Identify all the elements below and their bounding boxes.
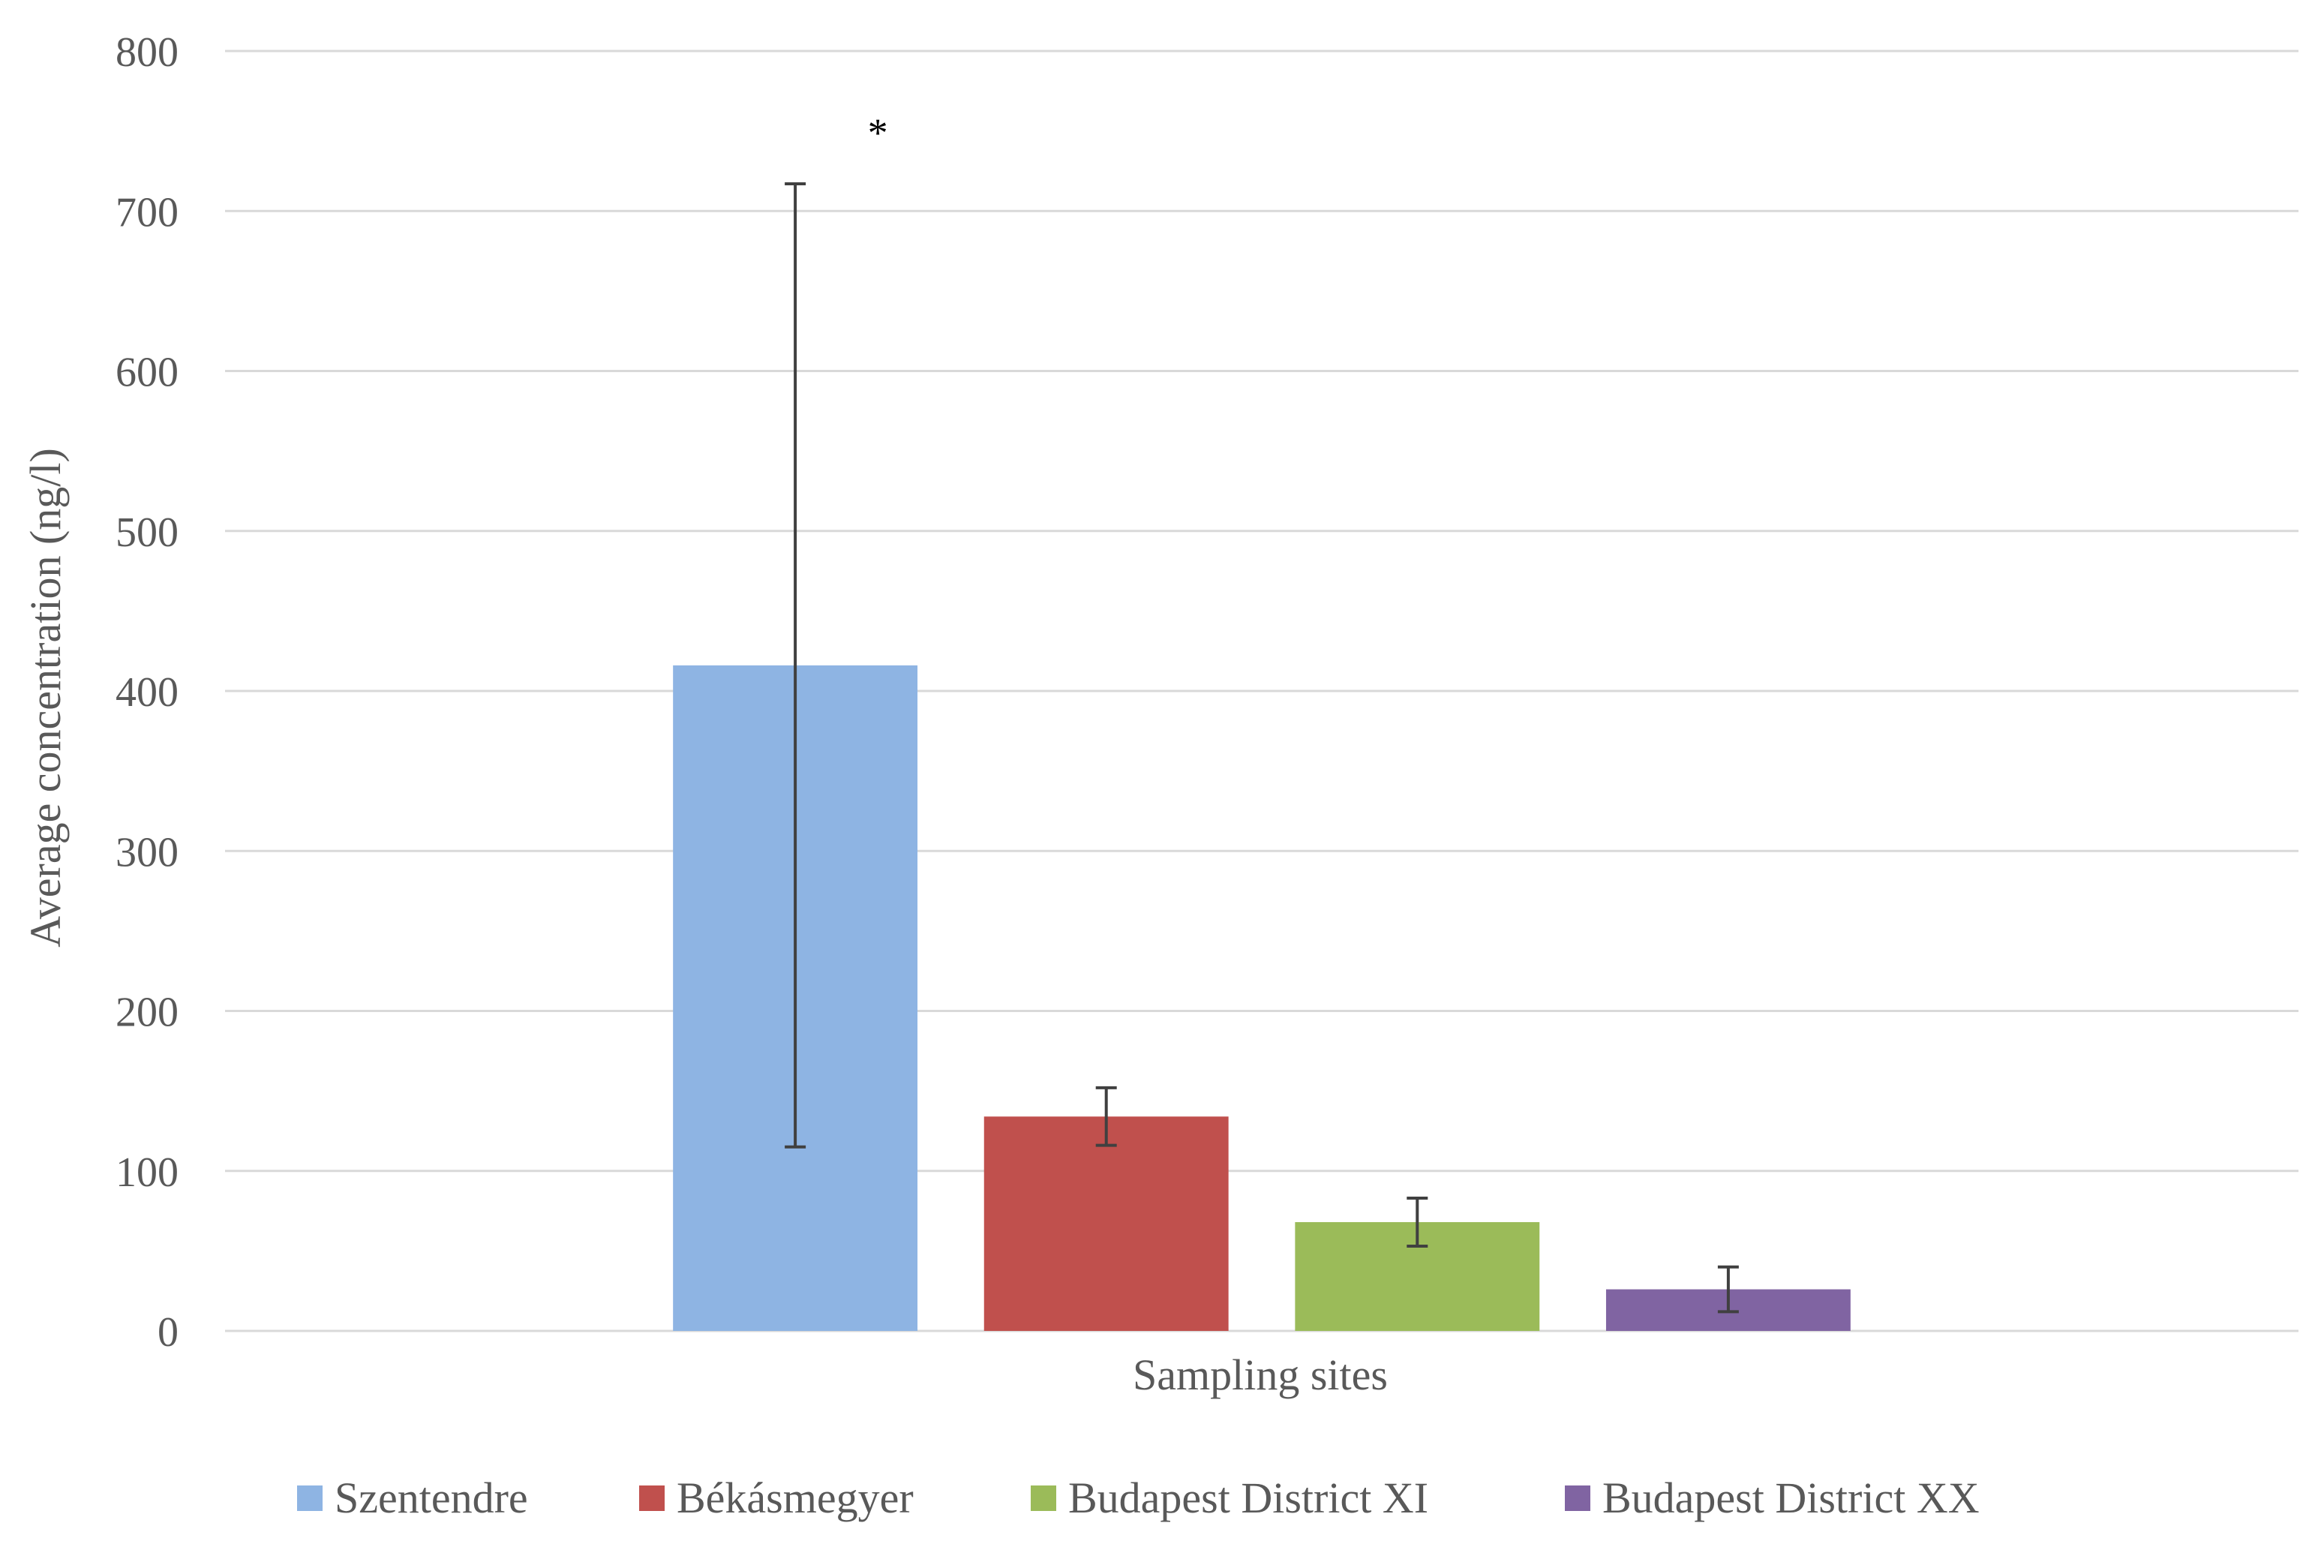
legend: Szentendre Békásmegyer Budapest District X… (297, 1473, 1980, 1522)
y-tick-label: 0 (158, 1309, 179, 1356)
y-tick-label: 500 (116, 509, 179, 556)
y-tick-label: 300 (116, 829, 179, 876)
y-tick-label: 600 (116, 350, 179, 396)
legend-label: Budapest District XI (1068, 1473, 1428, 1522)
legend-label: Budapest District XX (1602, 1473, 1980, 1522)
y-tick-label: 800 (116, 29, 179, 76)
error-bars: * (785, 110, 1739, 1314)
legend-swatch (1565, 1485, 1590, 1511)
legend-swatch (297, 1485, 323, 1511)
legend-label: Békásmegyer (677, 1473, 914, 1522)
bars (673, 665, 1851, 1331)
y-axis-label: Average concentration (ng/l) (21, 448, 70, 948)
y-tick-label: 700 (116, 189, 179, 236)
y-tick-label: 400 (116, 669, 179, 716)
legend-label: Szentendre (335, 1473, 528, 1522)
gridlines (225, 50, 2298, 1332)
bar (983, 1116, 1229, 1331)
y-axis-ticks: 0 100 200 300 400 500 600 700 800 (116, 29, 179, 1356)
x-axis-label: Sampling sites (1133, 1350, 1388, 1399)
y-tick-label: 100 (116, 1149, 179, 1196)
significance-annotation: * (868, 110, 888, 155)
y-tick-label: 200 (116, 990, 179, 1036)
legend-swatch (1031, 1485, 1056, 1511)
legend-swatch (639, 1485, 665, 1511)
